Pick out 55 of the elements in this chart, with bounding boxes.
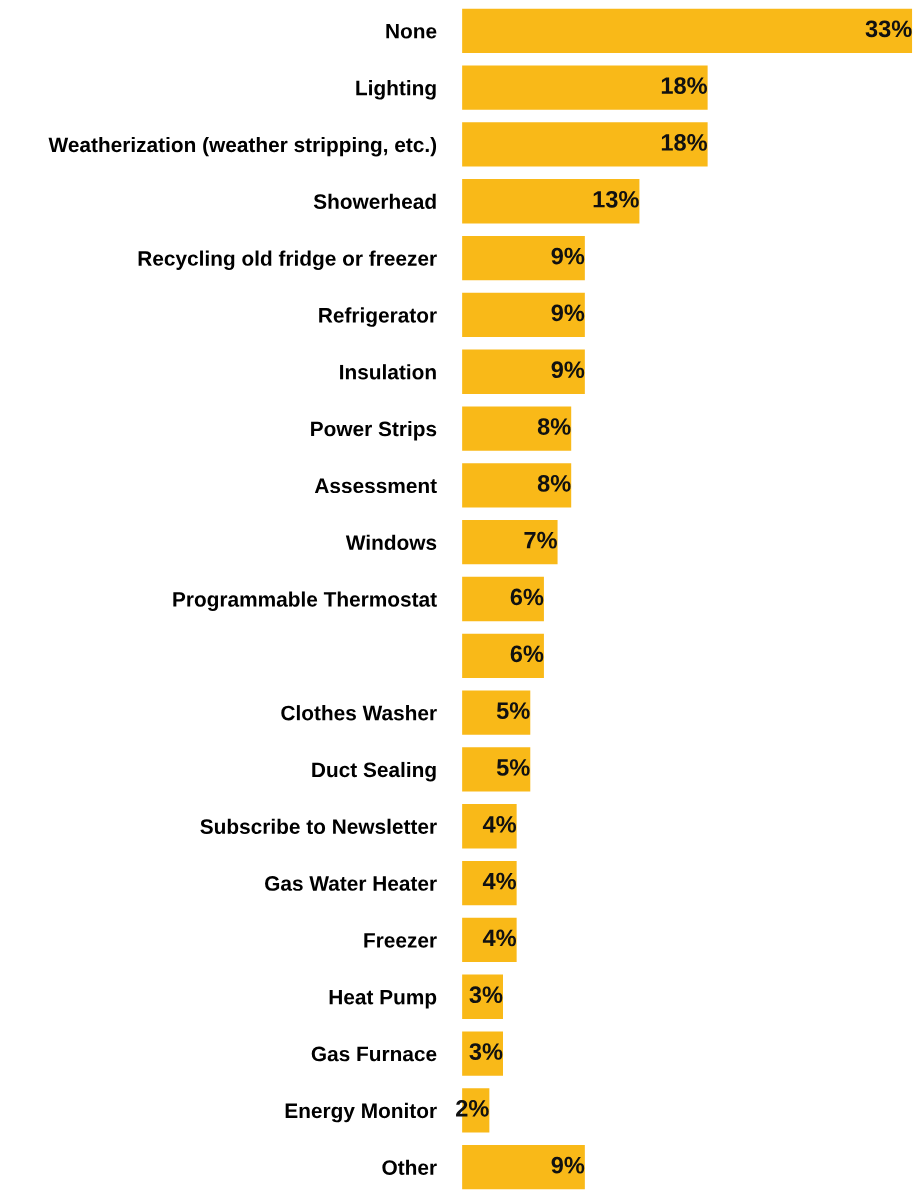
y-tick-label: Gas Furnace — [311, 1046, 437, 1062]
y-tick-label: Programmable Thermostat — [173, 591, 437, 611]
y-tick-label: Freezer — [364, 933, 437, 948]
y-tick-label: Other — [382, 1159, 437, 1175]
bar — [462, 463, 572, 508]
y-tick-label: Windows — [345, 534, 437, 550]
data-label: 33% — [865, 20, 912, 38]
y-tick-label: Energy Monitor — [285, 1102, 437, 1123]
bar — [462, 747, 531, 792]
y-tick-label: Clothes Washer — [281, 705, 437, 721]
data-label: 4% — [482, 815, 517, 833]
y-tick-label: Insulation — [340, 364, 436, 380]
y-tick-label: Weatherization (weather stripping, etc.) — [48, 136, 437, 157]
bar — [462, 1145, 585, 1190]
data-label: 9% — [551, 1156, 585, 1174]
bar — [462, 406, 572, 451]
data-label: 5% — [496, 759, 530, 776]
y-tick-label: Heat Pump — [329, 989, 437, 1009]
data-label: 4% — [482, 872, 517, 890]
y-tick-label: Showerhead — [313, 193, 436, 210]
bar — [462, 65, 708, 110]
data-label: 8% — [537, 418, 571, 435]
y-tick-label: None — [386, 24, 437, 39]
y-tick-label: Power Strips — [311, 420, 437, 441]
bar — [462, 179, 640, 224]
bar — [462, 520, 558, 565]
data-label: 6% — [510, 645, 544, 663]
y-tick-label: Recycling old fridge or freezer — [138, 250, 437, 271]
data-label: 7% — [524, 531, 557, 549]
y-tick-label: Lighting — [356, 80, 436, 100]
data-label: 9% — [551, 247, 585, 265]
data-label: 9% — [551, 304, 585, 322]
bar — [462, 235, 585, 281]
data-label: 6% — [510, 588, 544, 606]
y-tick-label: Assessment — [314, 478, 437, 494]
data-label: 9% — [551, 361, 585, 379]
data-label: 3% — [469, 1043, 503, 1060]
bar — [462, 8, 913, 53]
bar — [462, 690, 531, 735]
bar — [462, 576, 544, 622]
data-label: 3% — [469, 986, 503, 1004]
bar — [462, 349, 585, 394]
data-label: 8% — [537, 474, 571, 492]
bar — [462, 292, 585, 338]
y-tick-label: Duct Sealing — [312, 761, 436, 782]
bar — [462, 633, 544, 678]
y-tick-label: Gas Water Heater — [265, 876, 437, 891]
data-label: 18% — [661, 77, 708, 94]
y-tick-label: Refrigerator — [319, 307, 437, 327]
data-label: 5% — [496, 702, 530, 719]
data-label: 13% — [593, 190, 639, 208]
y-tick-label: Subscribe to Newsletter — [200, 818, 437, 835]
data-label: 18% — [661, 134, 708, 151]
bar — [462, 122, 708, 167]
data-label: 4% — [482, 929, 517, 947]
